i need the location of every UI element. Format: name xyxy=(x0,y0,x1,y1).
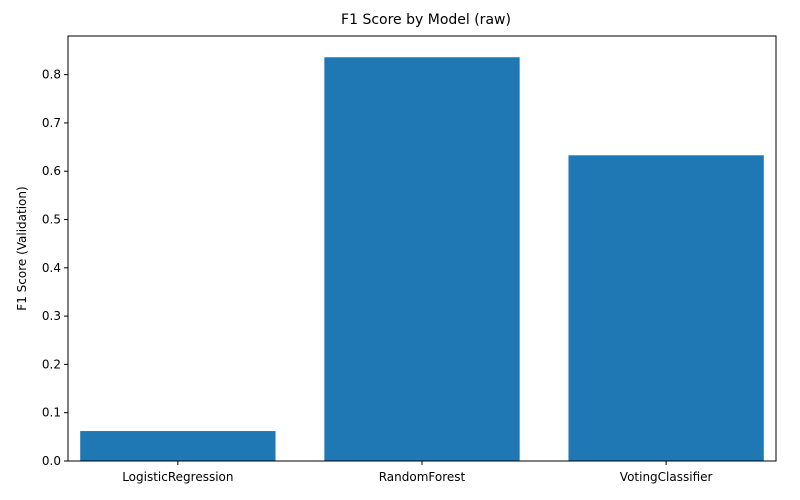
bar-VotingClassifier xyxy=(568,155,764,461)
y-tick-label: 0.5 xyxy=(42,213,61,227)
y-tick-label: 0.7 xyxy=(42,116,61,130)
y-tick-label: 0.4 xyxy=(42,261,61,275)
plot-frame xyxy=(67,35,777,462)
y-tick-label: 0.8 xyxy=(42,68,61,82)
y-tick-label: 0.0 xyxy=(42,454,61,468)
x-axis: LogisticRegression RandomForest VotingClas… xyxy=(122,461,713,484)
x-tick-label: RandomForest xyxy=(379,470,466,484)
y-tick-label: 0.3 xyxy=(42,309,61,323)
chart-title: F1 Score by Model (raw) xyxy=(341,12,511,28)
y-tick-label: 0.6 xyxy=(42,164,61,178)
y-tick-label: 0.1 xyxy=(42,406,61,420)
bar-LogisticRegression xyxy=(80,431,276,461)
y-axis-label: F1 Score (Validation) xyxy=(15,186,29,310)
bar-RandomForest xyxy=(324,57,520,461)
y-tick-label: 0.2 xyxy=(42,357,61,371)
x-tick-label: LogisticRegression xyxy=(122,470,233,484)
bars xyxy=(80,57,764,461)
y-axis: 0.0 0.1 0.2 0.3 0.4 0.5 0.6 0.7 0.8 xyxy=(42,68,68,468)
x-tick-label: VotingClassifier xyxy=(620,470,713,484)
